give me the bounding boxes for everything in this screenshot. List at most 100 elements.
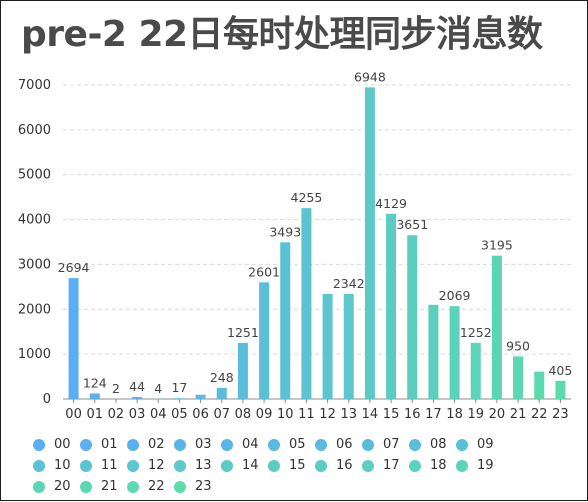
x-tick-label: 05 xyxy=(171,407,188,422)
x-tick-label: 00 xyxy=(65,407,82,422)
bar-00 xyxy=(69,278,79,399)
data-label-01: 124 xyxy=(83,375,107,390)
legend-marker-icon xyxy=(221,439,233,451)
bar-17 xyxy=(428,305,438,399)
legend-label: 06 xyxy=(336,437,353,452)
legend-item-19[interactable]: 19 xyxy=(456,458,494,473)
data-label-00: 2694 xyxy=(58,260,90,275)
legend-marker-icon xyxy=(409,460,421,472)
bar-03 xyxy=(132,397,142,399)
x-tick-label: 07 xyxy=(213,407,230,422)
legend-item-21[interactable]: 21 xyxy=(80,479,118,494)
legend-marker-icon xyxy=(315,439,327,451)
legend-item-03[interactable]: 03 xyxy=(174,437,212,452)
legend-item-05[interactable]: 05 xyxy=(268,437,306,452)
legend-marker-icon xyxy=(80,460,92,472)
legend-marker-icon xyxy=(362,460,374,472)
data-label-07: 248 xyxy=(210,370,234,385)
data-label-14: 6948 xyxy=(354,69,386,84)
legend-item-07[interactable]: 07 xyxy=(362,437,400,452)
legend-label: 19 xyxy=(477,458,494,473)
legend-marker-icon xyxy=(80,439,92,451)
x-tick-label: 11 xyxy=(298,407,315,422)
bar-07 xyxy=(217,388,227,399)
data-label-16: 3651 xyxy=(396,217,428,232)
legend-item-22[interactable]: 22 xyxy=(127,479,165,494)
legend-item-17[interactable]: 17 xyxy=(362,458,400,473)
bar-14 xyxy=(365,87,375,399)
legend-marker-icon xyxy=(409,439,421,451)
bar-13 xyxy=(344,294,354,399)
bar-20 xyxy=(492,256,502,399)
legend-label: 22 xyxy=(148,479,165,494)
legend-item-14[interactable]: 14 xyxy=(221,458,259,473)
legend-item-08[interactable]: 08 xyxy=(409,437,447,452)
legend-label: 02 xyxy=(148,437,165,452)
legend-label: 17 xyxy=(383,458,400,473)
bar-21 xyxy=(513,356,523,399)
legend-marker-icon xyxy=(174,481,186,493)
legend-marker-icon xyxy=(127,439,139,451)
legend-item-13[interactable]: 13 xyxy=(174,458,212,473)
bar-05 xyxy=(174,398,184,399)
y-tick-label: 2000 xyxy=(18,302,51,317)
x-tick-label: 09 xyxy=(256,407,273,422)
bar-01 xyxy=(90,393,100,399)
legend-label: 08 xyxy=(430,437,447,452)
legend-marker-icon xyxy=(80,481,92,493)
legend-item-15[interactable]: 15 xyxy=(268,458,306,473)
x-tick-label: 12 xyxy=(319,407,336,422)
legend-item-01[interactable]: 01 xyxy=(80,437,118,452)
x-tick-label: 02 xyxy=(108,407,125,422)
y-tick-label: 6000 xyxy=(18,123,51,138)
y-tick-label: 1000 xyxy=(18,347,51,362)
bar-09 xyxy=(259,282,269,399)
y-tick-label: 5000 xyxy=(18,168,51,183)
bar-11 xyxy=(301,208,311,399)
data-label-15: 4129 xyxy=(375,196,407,211)
legend-item-00[interactable]: 00 xyxy=(33,437,71,452)
data-label-20: 3195 xyxy=(481,238,513,253)
x-tick-label: 23 xyxy=(552,407,569,422)
data-label-19: 1252 xyxy=(460,325,492,340)
x-tick-label: 22 xyxy=(531,407,548,422)
bar-16 xyxy=(407,235,417,399)
legend-item-16[interactable]: 16 xyxy=(315,458,353,473)
legend-label: 16 xyxy=(336,458,353,473)
x-tick-label: 10 xyxy=(277,407,294,422)
y-tick-label: 3000 xyxy=(18,257,51,272)
legend-item-04[interactable]: 04 xyxy=(221,437,259,452)
x-tick-label: 03 xyxy=(129,407,146,422)
legend-label: 13 xyxy=(195,458,212,473)
legend-item-18[interactable]: 18 xyxy=(409,458,447,473)
y-tick-label: 7000 xyxy=(18,78,51,93)
bar-23 xyxy=(555,381,565,399)
data-label-03: 44 xyxy=(129,379,145,394)
legend-marker-icon xyxy=(268,439,280,451)
x-tick-label: 17 xyxy=(425,407,442,422)
legend-label: 21 xyxy=(101,479,118,494)
legend-item-09[interactable]: 09 xyxy=(456,437,494,452)
legend-marker-icon xyxy=(456,439,468,451)
legend-item-11[interactable]: 11 xyxy=(80,458,118,473)
x-tick-label: 04 xyxy=(150,407,167,422)
x-tick-label: 19 xyxy=(467,407,484,422)
bar-08 xyxy=(238,343,248,399)
legend-marker-icon xyxy=(456,460,468,472)
legend-item-10[interactable]: 10 xyxy=(33,458,71,473)
legend-label: 05 xyxy=(289,437,306,452)
data-label-04: 4 xyxy=(154,381,162,396)
legend-marker-icon xyxy=(33,460,45,472)
legend-item-20[interactable]: 20 xyxy=(33,479,71,494)
data-label-21: 950 xyxy=(506,338,530,353)
legend-label: 11 xyxy=(101,458,118,473)
legend-item-02[interactable]: 02 xyxy=(127,437,165,452)
x-tick-label: 14 xyxy=(362,407,379,422)
legend-label: 15 xyxy=(289,458,306,473)
legend-item-23[interactable]: 23 xyxy=(174,479,212,494)
legend-label: 07 xyxy=(383,437,400,452)
x-tick-label: 06 xyxy=(192,407,209,422)
legend-item-06[interactable]: 06 xyxy=(315,437,353,452)
legend-item-12[interactable]: 12 xyxy=(127,458,165,473)
